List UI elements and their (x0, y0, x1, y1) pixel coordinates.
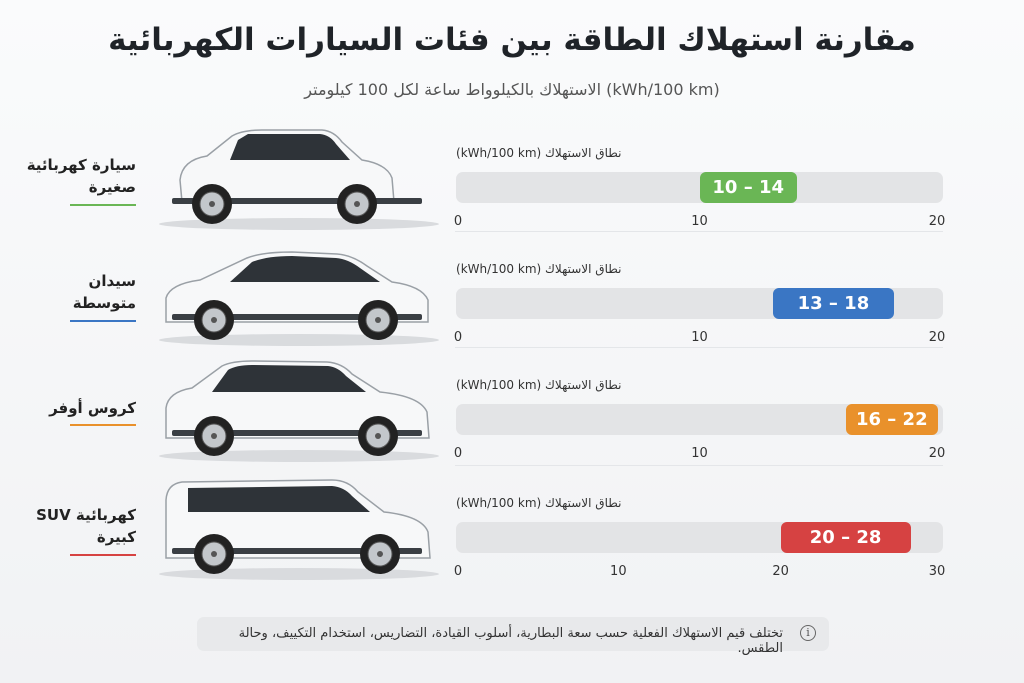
car-crossover-illustration (159, 360, 439, 462)
category-label: كروس أوفر (18, 397, 136, 419)
car-image (152, 470, 447, 582)
category-color-line (70, 424, 136, 426)
category-label: SUV كهربائية كبيرة (18, 504, 136, 548)
car-body (165, 251, 429, 323)
axis-tick-label: 0 (453, 214, 463, 229)
car-window (188, 486, 370, 512)
range-label: نطاق الاستهلاك (kWh/100 km) (456, 146, 622, 160)
car-hub-1 (354, 201, 360, 207)
car-hub-0 (209, 201, 215, 207)
car-sill (172, 548, 422, 554)
range-bar-value-label: 16 – 22 (855, 409, 928, 430)
footer-note: i تختلف قيم الاستهلاك الفعلية حسب سعة ال… (197, 617, 829, 656)
range-bar: 20 – 28 (780, 522, 911, 553)
category-label-line: سيارة كهربائية (26, 156, 136, 174)
category-label-line: كبيرة (96, 528, 136, 546)
range-bar-value-label: 10 – 14 (712, 177, 785, 198)
axis-tick-label: 0 (453, 330, 463, 345)
axis-tick-label: 20 (928, 330, 946, 345)
axis-tick-label: 0 (453, 446, 463, 461)
chart-row: SUV كهربائية كبيرة نطاق الاستهلاك (kWh/100… (0, 470, 1024, 586)
axis-tick-label: 10 (691, 214, 708, 229)
row-divider (455, 231, 943, 232)
axis-tick-label: 10 (691, 330, 708, 345)
range-bar: 10 – 14 (699, 172, 797, 203)
category-label-line: سيدان (88, 272, 136, 290)
range-label: نطاق الاستهلاك (kWh/100 km) (456, 378, 622, 392)
car-shadow (159, 218, 439, 230)
car-image (152, 352, 447, 464)
chart-title: مقارنة استهلاك الطاقة بين فئات السيارات … (108, 22, 916, 58)
axis-tick-label: 20 (928, 214, 946, 229)
range-bar-value-label: 20 – 28 (809, 527, 882, 548)
car-shadow (159, 450, 439, 462)
footer-note-text: تختلف قيم الاستهلاك الفعلية حسب سعة البط… (238, 626, 783, 656)
car-hub-0 (211, 433, 217, 439)
car-hub-1 (375, 317, 381, 323)
car-sedan-illustration (159, 251, 439, 346)
car-hub-0 (211, 551, 217, 557)
category-label-line: كروس أوفر (49, 399, 136, 417)
bar-track: 13 – 18 (456, 288, 943, 319)
category-color-line (70, 554, 136, 556)
range-bar-value-label: 13 – 18 (797, 293, 870, 314)
chart-row: سيارة كهربائية صغيرة نطاق الاستهلاك (kWh/1… (0, 120, 1024, 236)
chart-row: كروس أوفر نطاق الاستهلاك (kWh/100 km) 16 –… (0, 352, 1024, 468)
bar-track: 10 – 14 (456, 172, 943, 203)
car-window (212, 365, 366, 392)
info-icon: i (800, 625, 816, 641)
axis-tick-label: 20 (772, 564, 789, 579)
axis-tick-label: 0 (453, 564, 463, 579)
car-hub-1 (375, 433, 381, 439)
car-suv-illustration (159, 479, 439, 580)
range-label: نطاق الاستهلاك (kWh/100 km) (456, 262, 622, 276)
category-color-line (70, 320, 136, 322)
bar-track: 20 – 28 (456, 522, 943, 553)
bar-track: 16 – 22 (456, 404, 943, 435)
category-color-line (70, 204, 136, 206)
car-body (179, 129, 395, 203)
axis-tick-label: 10 (610, 564, 627, 579)
category-label: سيارة كهربائية صغيرة (18, 154, 136, 198)
row-divider (455, 465, 943, 466)
car-hatchback-illustration (159, 129, 439, 230)
chart-row: سيدان متوسطة نطاق الاستهلاك (kWh/100 km) 13… (0, 236, 1024, 352)
axis-tick-label: 10 (691, 446, 708, 461)
car-window (230, 256, 380, 282)
range-label: نطاق الاستهلاك (kWh/100 km) (456, 496, 622, 510)
car-shadow (159, 568, 439, 580)
car-image (152, 120, 447, 232)
car-image (152, 236, 447, 348)
category-label: سيدان متوسطة (18, 270, 136, 314)
car-window (230, 134, 350, 160)
axis-tick-label: 20 (928, 446, 946, 461)
car-shadow (159, 334, 439, 346)
row-divider (455, 347, 943, 348)
axis-tick-label: 30 (928, 564, 946, 579)
chart-subtitle: الاستهلاك بالكيلوواط ساعة لكل 100 كيلومت… (304, 80, 720, 99)
category-label-line: SUV كهربائية (36, 506, 136, 524)
car-hub-0 (211, 317, 217, 323)
category-label-line: متوسطة (72, 294, 136, 312)
range-bar: 13 – 18 (772, 288, 895, 319)
range-bar: 16 – 22 (845, 404, 938, 435)
category-label-line: صغيرة (88, 178, 136, 196)
car-hub-1 (377, 551, 383, 557)
